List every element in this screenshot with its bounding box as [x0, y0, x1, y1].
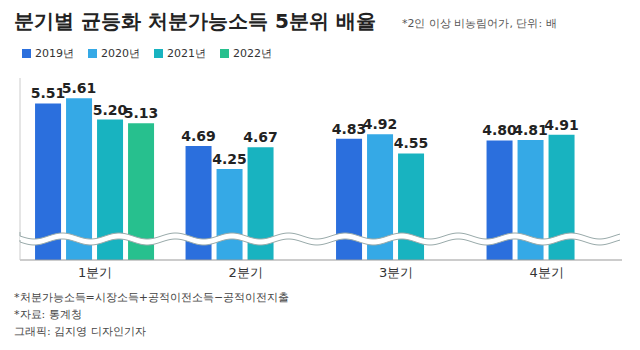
svg-text:1분기: 1분기: [78, 265, 112, 280]
html-text:2021년: 2021년: [167, 47, 206, 60]
html-text:2020년: 2020년: [101, 47, 140, 60]
svg-text:4분기: 4분기: [530, 265, 564, 280]
svg-text:5.13: 5.13: [124, 105, 159, 121]
svg-text:2분기: 2분기: [229, 265, 263, 280]
html-text:*2인 이상 비농림어가, 단위: 배: *2인 이상 비농림어가, 단위: 배: [402, 17, 557, 30]
svg-text:4.25: 4.25: [212, 151, 247, 167]
html-text:그래픽: 김지영 디자인기자: 그래픽: 김지영 디자인기자: [14, 325, 146, 338]
svg-text:5.51: 5.51: [31, 85, 66, 101]
svg-text:4.80: 4.80: [482, 122, 517, 138]
svg-text:4.91: 4.91: [544, 117, 579, 133]
svg-text:4.69: 4.69: [181, 128, 216, 144]
html-text:*자료: 통계청: *자료: 통계청: [14, 308, 82, 321]
svg-text:5.61: 5.61: [62, 80, 97, 96]
svg-text:4.55: 4.55: [394, 135, 429, 151]
html-text:분기별 균등화 처분가능소득 5분위 배율: 분기별 균등화 처분가능소득 5분위 배율: [14, 9, 376, 33]
svg-text:3분기: 3분기: [379, 265, 413, 280]
svg-text:4.92: 4.92: [363, 116, 398, 132]
svg-text:4.67: 4.67: [243, 129, 278, 145]
svg-text:5.20: 5.20: [93, 102, 128, 118]
svg-text:4.81: 4.81: [513, 122, 548, 138]
html-text:2019년: 2019년: [35, 47, 74, 60]
html-text:*처분가능소득=시장소득+공적이전소득−공적이전지출: *처분가능소득=시장소득+공적이전소득−공적이전지출: [14, 291, 290, 304]
svg-text:4.83: 4.83: [332, 121, 367, 137]
html-text:2022년: 2022년: [233, 47, 272, 60]
